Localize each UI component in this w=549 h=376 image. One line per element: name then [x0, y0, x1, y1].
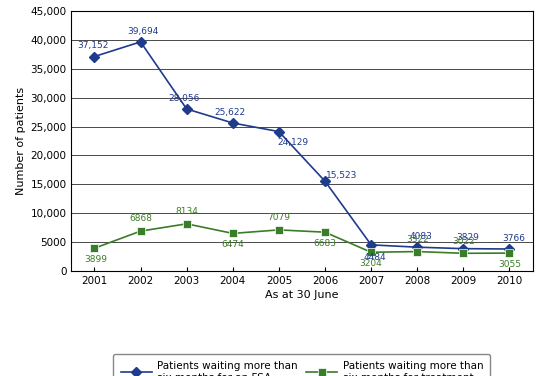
Text: 4484: 4484 [364, 253, 386, 262]
Y-axis label: Number of patients: Number of patients [16, 87, 26, 195]
Text: 7079: 7079 [267, 213, 290, 222]
Text: 25,622: 25,622 [215, 108, 245, 117]
Text: 39,694: 39,694 [127, 27, 159, 36]
Text: 3204: 3204 [360, 259, 383, 268]
Text: 3055: 3055 [498, 260, 521, 269]
Text: 6474: 6474 [221, 240, 244, 249]
Text: 24,129: 24,129 [277, 138, 309, 147]
Text: 8134: 8134 [175, 207, 198, 216]
Text: 15,523: 15,523 [326, 171, 357, 180]
X-axis label: As at 30 June: As at 30 June [265, 290, 339, 300]
Text: 3899: 3899 [85, 255, 107, 264]
Text: 3829: 3829 [456, 233, 479, 242]
Text: 3322: 3322 [406, 235, 429, 244]
Text: 6683: 6683 [313, 239, 337, 248]
Text: 3022: 3022 [452, 237, 475, 246]
Text: 3766: 3766 [502, 233, 525, 243]
Text: 6868: 6868 [129, 214, 152, 223]
Text: 37,152: 37,152 [77, 41, 109, 50]
Legend: Patients waiting more than
six months for an FSA, Patients waiting more than
six: Patients waiting more than six months fo… [114, 354, 490, 376]
Text: 28,056: 28,056 [168, 94, 200, 103]
Text: 4083: 4083 [410, 232, 433, 241]
